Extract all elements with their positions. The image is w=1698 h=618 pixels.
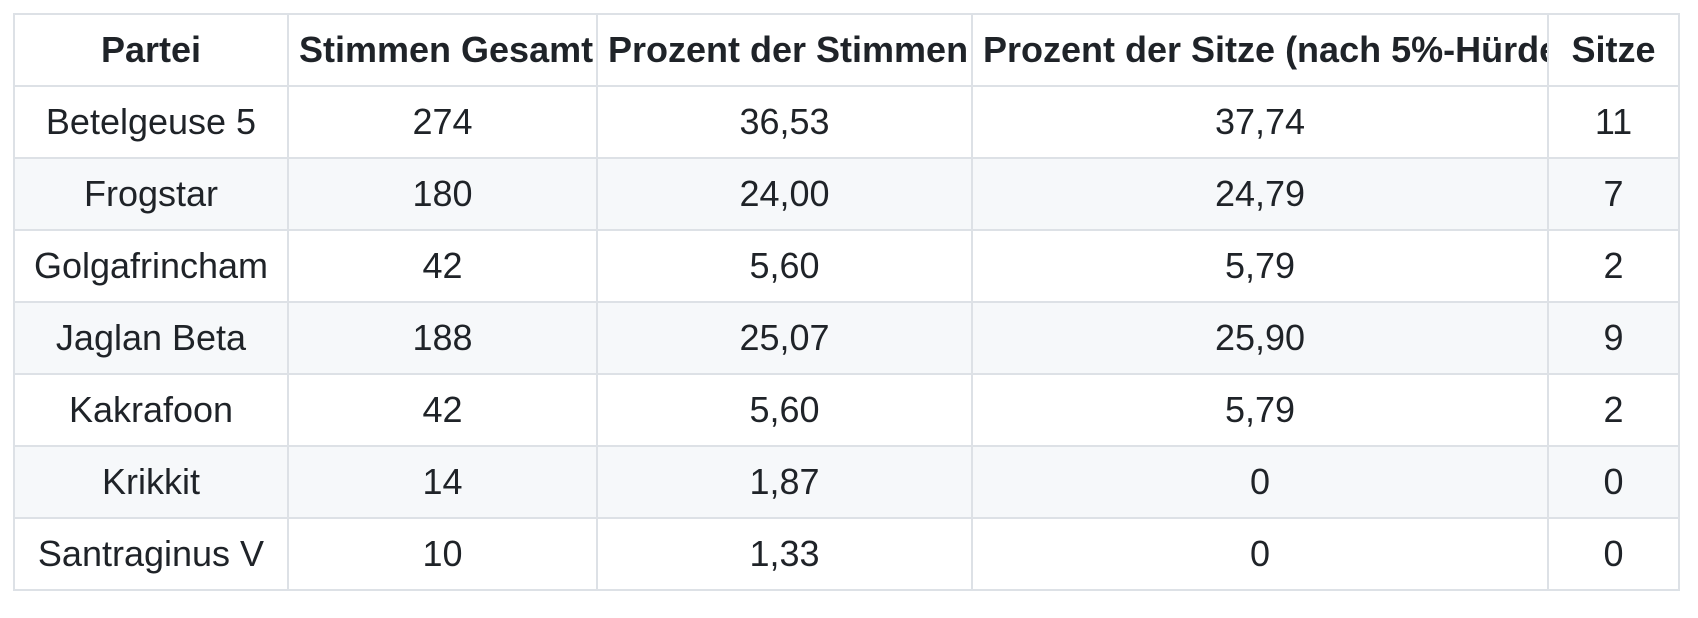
cell-stimmen-gesamt: 42 — [287, 373, 598, 447]
cell-partei: Krikkit — [13, 445, 289, 519]
cell-prozent-der-sitze: 5,79 — [971, 373, 1549, 447]
cell-prozent-der-stimmen: 5,60 — [596, 229, 973, 303]
table-row: Betelgeuse 5 274 36,53 37,74 11 — [13, 85, 1680, 159]
cell-partei: Santraginus V — [13, 517, 289, 591]
table-body: Betelgeuse 5 274 36,53 37,74 11 Frogstar… — [13, 85, 1680, 591]
cell-prozent-der-stimmen: 5,60 — [596, 373, 973, 447]
cell-stimmen-gesamt: 14 — [287, 445, 598, 519]
table-row: Jaglan Beta 188 25,07 25,90 9 — [13, 301, 1680, 375]
table-row: Krikkit 14 1,87 0 0 — [13, 445, 1680, 519]
column-header-stimmen-gesamt: Stimmen Gesamt — [287, 13, 598, 87]
column-header-partei: Partei — [13, 13, 289, 87]
table-row: Golgafrincham 42 5,60 5,79 2 — [13, 229, 1680, 303]
table-row: Santraginus V 10 1,33 0 0 — [13, 517, 1680, 591]
cell-prozent-der-stimmen: 25,07 — [596, 301, 973, 375]
cell-stimmen-gesamt: 10 — [287, 517, 598, 591]
cell-prozent-der-sitze: 25,90 — [971, 301, 1549, 375]
cell-partei: Frogstar — [13, 157, 289, 231]
column-header-prozent-der-sitze: Prozent der Sitze (nach 5%-Hürde) — [971, 13, 1549, 87]
cell-sitze: 0 — [1547, 517, 1680, 591]
cell-prozent-der-sitze: 0 — [971, 517, 1549, 591]
cell-prozent-der-sitze: 24,79 — [971, 157, 1549, 231]
cell-stimmen-gesamt: 42 — [287, 229, 598, 303]
election-results-table: Partei Stimmen Gesamt Prozent der Stimme… — [13, 13, 1680, 591]
cell-partei: Jaglan Beta — [13, 301, 289, 375]
cell-sitze: 7 — [1547, 157, 1680, 231]
column-header-sitze: Sitze — [1547, 13, 1680, 87]
cell-stimmen-gesamt: 274 — [287, 85, 598, 159]
table-row: Kakrafoon 42 5,60 5,79 2 — [13, 373, 1680, 447]
table-row: Frogstar 180 24,00 24,79 7 — [13, 157, 1680, 231]
cell-stimmen-gesamt: 180 — [287, 157, 598, 231]
cell-sitze: 11 — [1547, 85, 1680, 159]
header-row: Partei Stimmen Gesamt Prozent der Stimme… — [13, 13, 1680, 87]
cell-sitze: 2 — [1547, 229, 1680, 303]
cell-sitze: 2 — [1547, 373, 1680, 447]
cell-prozent-der-sitze: 5,79 — [971, 229, 1549, 303]
cell-partei: Kakrafoon — [13, 373, 289, 447]
cell-prozent-der-stimmen: 36,53 — [596, 85, 973, 159]
cell-prozent-der-sitze: 0 — [971, 445, 1549, 519]
cell-stimmen-gesamt: 188 — [287, 301, 598, 375]
cell-prozent-der-sitze: 37,74 — [971, 85, 1549, 159]
cell-prozent-der-stimmen: 1,33 — [596, 517, 973, 591]
cell-prozent-der-stimmen: 1,87 — [596, 445, 973, 519]
cell-sitze: 9 — [1547, 301, 1680, 375]
cell-prozent-der-stimmen: 24,00 — [596, 157, 973, 231]
table-header: Partei Stimmen Gesamt Prozent der Stimme… — [13, 13, 1680, 87]
column-header-prozent-der-stimmen: Prozent der Stimmen — [596, 13, 973, 87]
cell-partei: Golgafrincham — [13, 229, 289, 303]
cell-partei: Betelgeuse 5 — [13, 85, 289, 159]
cell-sitze: 0 — [1547, 445, 1680, 519]
